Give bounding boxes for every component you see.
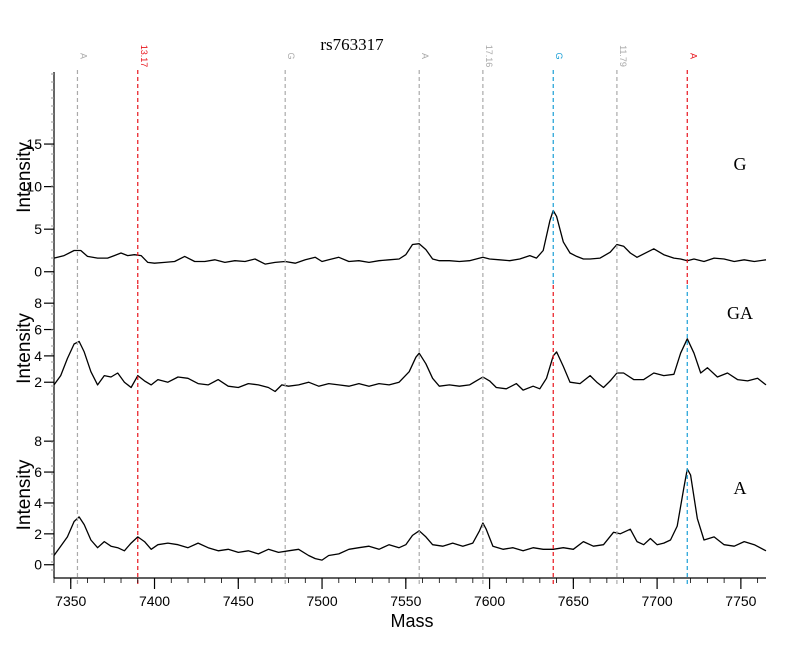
x-tick-label: 7650 xyxy=(558,593,589,609)
panel-label: G xyxy=(734,154,747,174)
y-tick-label: 6 xyxy=(34,464,42,480)
x-tick-label: 7400 xyxy=(139,593,170,609)
x-tick-label: 7350 xyxy=(55,593,86,609)
spectrum-line xyxy=(53,468,767,561)
marker-label: 13.17 xyxy=(139,45,149,68)
marker-label: G xyxy=(554,52,564,59)
panel-label: GA xyxy=(727,303,753,323)
marker-label: G xyxy=(286,52,296,59)
marker-label: 11.79 xyxy=(618,45,628,67)
y-tick-label: 15 xyxy=(26,136,42,152)
y-tick-label: 0 xyxy=(34,557,42,573)
y-tick-label: 2 xyxy=(34,526,42,542)
y-tick-label: 5 xyxy=(34,221,42,237)
y-axis-label: Intensity xyxy=(14,313,35,384)
spectrum-line xyxy=(53,209,767,265)
y-axis-label: Intensity xyxy=(14,142,35,213)
chart-title: rs763317 xyxy=(320,35,384,54)
y-tick-label: 10 xyxy=(26,179,42,195)
y-tick-label: 4 xyxy=(34,348,42,364)
marker-label: A xyxy=(688,53,698,59)
y-tick-label: 6 xyxy=(34,322,42,338)
x-tick-label: 7600 xyxy=(474,593,505,609)
y-tick-label: 8 xyxy=(34,433,42,449)
x-tick-label: 7550 xyxy=(390,593,421,609)
y-tick-label: 8 xyxy=(34,295,42,311)
y-tick-label: 4 xyxy=(34,495,42,511)
x-tick-label: 7700 xyxy=(642,593,673,609)
y-tick-label: 2 xyxy=(34,374,42,390)
marker-label: A xyxy=(420,53,430,59)
panel-label: A xyxy=(734,478,747,498)
y-tick-label: 0 xyxy=(34,264,42,280)
marker-label: 17.16 xyxy=(484,45,494,68)
x-axis: 7350 7400 7450 7500 7550 7600 7650 7700 7750 xyxy=(51,72,766,609)
markers-group: A 13.17 G A 17.16 G 11.79 A xyxy=(76,45,698,584)
spectrum-line xyxy=(53,338,767,393)
x-axis-label: Mass xyxy=(390,611,433,631)
x-tick-label: 7450 xyxy=(223,593,254,609)
x-tick-label: 7500 xyxy=(306,593,337,609)
y-axis-label: Intensity xyxy=(14,459,35,530)
marker-label: A xyxy=(78,53,88,59)
x-tick-label: 7750 xyxy=(725,593,756,609)
